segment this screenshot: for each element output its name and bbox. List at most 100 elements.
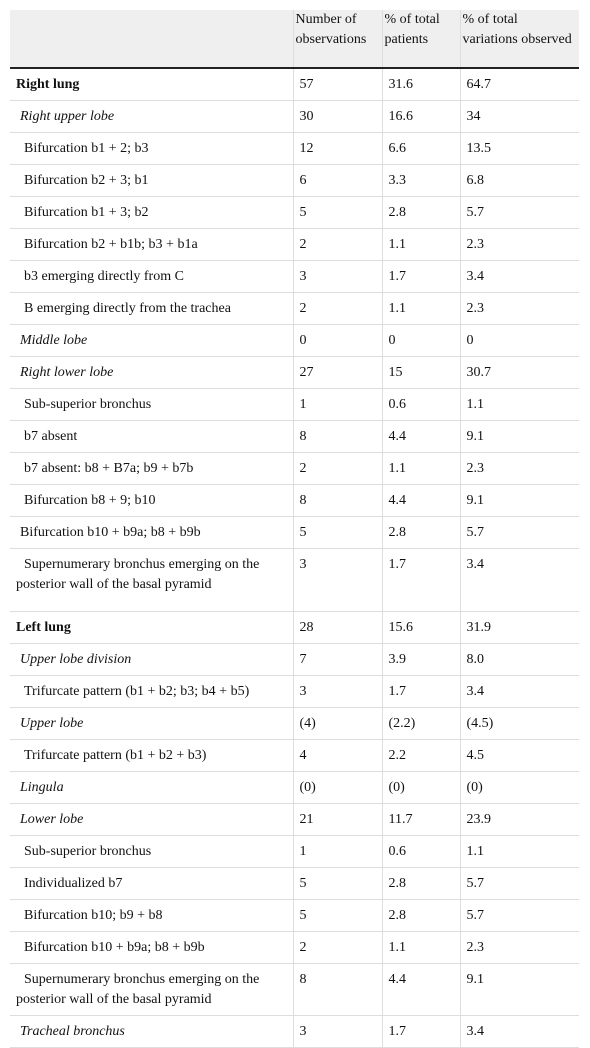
row-label: B emerging directly from the trachea (10, 292, 293, 325)
page: Number of observations % of total patien… (10, 10, 579, 1048)
header-cell (10, 10, 293, 69)
cell-value: 4.4 (381, 484, 460, 517)
table-row: Trifurcate pattern (b1 + b2 + b3) 4 2.2 4.5 (10, 739, 579, 772)
cell-value: 2 (292, 228, 382, 261)
table-row: Bifurcation b10 + b9a; b8 + b9b 2 1.1 2.3 (10, 931, 579, 964)
table-row: Bifurcation b10; b9 + b8 5 2.8 5.7 (10, 899, 579, 932)
cell-value: 13.5 (459, 132, 579, 165)
cell-value: 2.8 (381, 867, 460, 900)
row-label: b7 absent (10, 420, 293, 453)
cell-value: 64.7 (459, 68, 579, 101)
table-row: Tracheal bronchus 3 1.7 3.4 (10, 1015, 579, 1048)
row-label: Bifurcation b10 + b9a; b8 + b9b (10, 516, 293, 549)
cell-value: 9.1 (459, 484, 579, 517)
table-header: Number of observations % of total patien… (10, 10, 579, 69)
cell-value: 0.6 (381, 835, 460, 868)
cell-value: 15 (381, 356, 460, 389)
table-row: Bifurcation b8 + 9; b10 8 4.4 9.1 (10, 484, 579, 517)
cell-value: 2.3 (459, 228, 579, 261)
row-label: Bifurcation b10 + b9a; b8 + b9b (10, 931, 293, 964)
cell-value: 27 (292, 356, 382, 389)
cell-value: 3.9 (381, 643, 460, 676)
table-row: Lower lobe 21 11.7 23.9 (10, 803, 579, 836)
cell-value: 30 (292, 100, 382, 133)
table-row: Sub-superior bronchus 1 0.6 1.1 (10, 835, 579, 868)
cell-value: 3 (292, 675, 382, 708)
cell-value: 5 (292, 899, 382, 932)
cell-value: 28 (292, 611, 382, 644)
cell-value: 1 (292, 835, 382, 868)
cell-value: 5.7 (459, 516, 579, 549)
row-label: b7 absent: b8 + B7a; b9 + b7b (10, 452, 293, 485)
row-label: b3 emerging directly from C (10, 260, 293, 293)
table-row: Trifurcate pattern (b1 + b2; b3; b4 + b5… (10, 675, 579, 708)
cell-value: 5.7 (459, 867, 579, 900)
row-label: Bifurcation b1 + 3; b2 (10, 196, 293, 229)
cell-value: 3.3 (381, 164, 460, 197)
cell-value: 8 (292, 484, 382, 517)
table-row: Left lung 28 15.6 31.9 (10, 611, 579, 644)
table-row: Supernumerary bronchus emerging on the p… (10, 963, 579, 1016)
table-row: b7 absent 8 4.4 9.1 (10, 420, 579, 453)
cell-value: 6.8 (459, 164, 579, 197)
cell-value: 0 (381, 324, 460, 357)
cell-value: 11.7 (381, 803, 460, 836)
cell-value: (2.2) (381, 707, 460, 740)
cell-value: 1 (292, 388, 382, 421)
cell-value: 23.9 (459, 803, 579, 836)
cell-value: 9.1 (459, 420, 579, 453)
cell-value: 6 (292, 164, 382, 197)
row-label: Tracheal bronchus (10, 1015, 293, 1048)
table-row: Individualized b7 5 2.8 5.7 (10, 867, 579, 900)
cell-value: 3 (292, 260, 382, 293)
cell-value: 7 (292, 643, 382, 676)
row-label: Bifurcation b1 + 2; b3 (10, 132, 293, 165)
cell-value: 2.3 (459, 452, 579, 485)
cell-value: 5 (292, 867, 382, 900)
table-row: Right lower lobe 27 15 30.7 (10, 356, 579, 389)
cell-value: 3 (292, 548, 382, 612)
cell-value: 1.1 (459, 835, 579, 868)
cell-value: 2.8 (381, 516, 460, 549)
cell-value: 4.5 (459, 739, 579, 772)
table-body: Right lung 57 31.6 64.7 Right upper lobe 30 16… (10, 68, 579, 1048)
cell-value: 1.1 (381, 452, 460, 485)
cell-value: 2.3 (459, 292, 579, 325)
cell-value: 12 (292, 132, 382, 165)
row-label: Upper lobe (10, 707, 293, 740)
table-row: Bifurcation b1 + 3; b2 5 2.8 5.7 (10, 196, 579, 229)
cell-value: 2.8 (381, 196, 460, 229)
cell-value: 8 (292, 420, 382, 453)
cell-value: 0 (459, 324, 579, 357)
cell-value: 0.6 (381, 388, 460, 421)
row-label: Trifurcate pattern (b1 + b2 + b3) (10, 739, 293, 772)
cell-value: 1.1 (381, 228, 460, 261)
data-table: Number of observations % of total patien… (10, 10, 579, 1048)
row-label: Sub-superior bronchus (10, 388, 293, 421)
cell-value: 0 (292, 324, 382, 357)
header-cell: Number of observations (292, 10, 382, 69)
row-label: Left lung (10, 611, 293, 644)
cell-value: (4.5) (459, 707, 579, 740)
row-label: Right lung (10, 68, 293, 101)
cell-value: 3 (292, 1015, 382, 1048)
row-label: Sub-superior bronchus (10, 835, 293, 868)
cell-value: 30.7 (459, 356, 579, 389)
cell-value: 4.4 (381, 420, 460, 453)
row-label: Right lower lobe (10, 356, 293, 389)
cell-value: 5 (292, 196, 382, 229)
cell-value: 2.8 (381, 899, 460, 932)
table-row: Sub-superior bronchus 1 0.6 1.1 (10, 388, 579, 421)
cell-value: 57 (292, 68, 382, 101)
cell-value: 2 (292, 452, 382, 485)
table-row: Upper lobe division 7 3.9 8.0 (10, 643, 579, 676)
row-label: Lingula (10, 771, 293, 804)
row-label: Supernumerary bronchus emerging on the p… (10, 963, 293, 1016)
cell-value: 3.4 (459, 260, 579, 293)
cell-value: 31.9 (459, 611, 579, 644)
cell-value: 5.7 (459, 196, 579, 229)
table-row: Bifurcation b2 + 3; b1 6 3.3 6.8 (10, 164, 579, 197)
cell-value: (0) (292, 771, 382, 804)
row-label: Bifurcation b8 + 9; b10 (10, 484, 293, 517)
table-row: Bifurcation b2 + b1b; b3 + b1a 2 1.1 2.3 (10, 228, 579, 261)
